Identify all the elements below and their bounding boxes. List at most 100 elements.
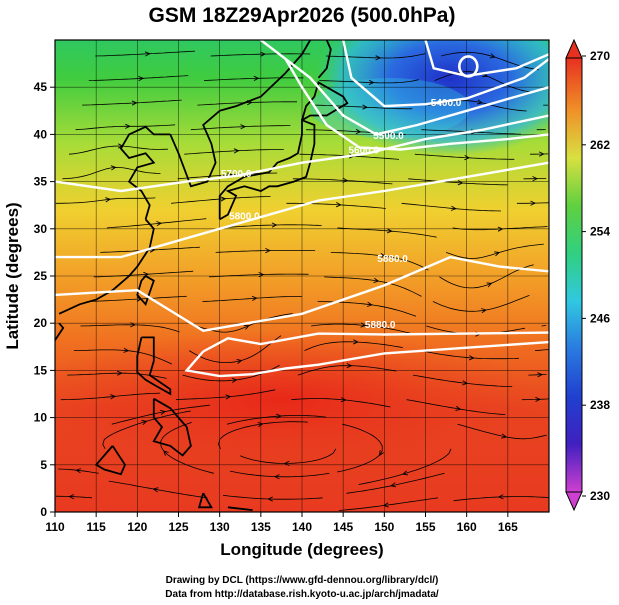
height-contour (184, 340, 549, 378)
contour-label: 5400.0 (431, 98, 462, 109)
streamline (82, 99, 182, 106)
streamline (432, 295, 530, 312)
height-contours (55, 40, 549, 378)
streamline-arrow (273, 474, 280, 480)
streamline-arrow (373, 277, 380, 284)
streamline-arrow (402, 470, 408, 476)
streamline (227, 415, 327, 425)
streamline (202, 296, 302, 302)
streamline (93, 270, 194, 278)
streamline-arrow (360, 322, 367, 328)
coastline (301, 81, 349, 121)
streamline-arrow (390, 482, 397, 488)
colorbar-max-arrow (565, 38, 583, 59)
streamline (60, 392, 161, 401)
colorbar-ticks: 270 262 254 246 238 230 (582, 49, 610, 503)
streamline-arrow (532, 176, 539, 182)
streamline (330, 252, 429, 271)
streamline (358, 448, 452, 485)
streamline-arrow (231, 377, 238, 383)
coastline (218, 118, 316, 221)
streamline (534, 349, 549, 351)
streamline (222, 224, 322, 229)
streamline-arrow (362, 104, 369, 110)
coastline (317, 40, 332, 79)
streamline-arrow (110, 394, 117, 400)
x-axis-ticks: 110 115 120 125 130 135 140 145 150 155 160 165 (45, 512, 518, 534)
height-contour (55, 255, 549, 333)
coastline (227, 506, 253, 511)
grid-lines (55, 40, 549, 512)
colorbar-scale (565, 57, 583, 493)
height-contour (260, 40, 549, 136)
streamline-arrow (386, 228, 393, 234)
x-axis-label: Longitude (degrees) (220, 540, 383, 559)
streamline (452, 226, 548, 231)
streamline (171, 196, 271, 204)
x-tick-label: 130 (210, 520, 230, 534)
streamline (88, 75, 189, 81)
streamline (521, 398, 549, 401)
colorbar-tick-label: 238 (590, 398, 610, 412)
streamline (87, 295, 187, 302)
chart-title: GSM 18Z29Apr2026 (500.0hPa) (149, 4, 456, 27)
x-tick-label: 145 (333, 520, 353, 534)
streamline-arrow (243, 324, 250, 330)
streamline-arrow (236, 358, 243, 364)
streamline-arrow (116, 370, 123, 376)
streamline-arrow (340, 397, 347, 403)
streamline-arrow (530, 200, 537, 206)
coastlines (55, 40, 435, 511)
contour-label: 5500.0 (373, 131, 404, 142)
height-contour (202, 331, 549, 353)
x-tick-label: 150 (374, 520, 394, 534)
streamline (419, 350, 519, 360)
streamline-arrow (366, 301, 373, 307)
streamline-arrow (476, 99, 483, 105)
streamline-arrow (260, 51, 266, 57)
streamline-arrow (160, 409, 167, 415)
streamline (108, 480, 208, 499)
streamline (427, 100, 527, 112)
credit-data: Data from http://database.rish.kyoto-u.a… (165, 589, 439, 600)
colorbar-tick-label: 270 (590, 49, 610, 63)
streamline (184, 149, 284, 155)
y-tick-label: 0 (40, 505, 47, 519)
streamline (55, 197, 156, 204)
contour-labels: 5880.0 5880.0 5800.0 5700.0 5600.0 5500.0 5400… (221, 98, 462, 331)
x-tick-label: 160 (457, 520, 477, 534)
streamline (80, 324, 180, 333)
streamline-arrow (251, 295, 258, 301)
streamline-arrow (368, 79, 375, 86)
streamline (68, 145, 168, 155)
streamline-arrow (535, 396, 541, 402)
streamline-arrow (152, 487, 159, 493)
streamline-arrow (144, 51, 151, 57)
streamline (100, 246, 200, 253)
streamline (346, 472, 445, 494)
streamline-arrow (537, 372, 544, 378)
coastline (219, 40, 311, 112)
streamline (95, 50, 195, 57)
streamline-arrow (494, 251, 501, 257)
y-tick-label: 45 (34, 80, 48, 94)
cold-region-edge (310, 78, 470, 138)
coastline (119, 125, 171, 220)
streamline-arrow (75, 468, 82, 474)
streamline (55, 495, 93, 499)
colorbar-tick-label: 230 (590, 489, 610, 503)
streamline-arrow (138, 75, 145, 82)
x-tick-label: 155 (415, 520, 435, 534)
coastline (197, 492, 213, 509)
streamline (75, 124, 176, 131)
streamline (439, 264, 534, 289)
coastline (169, 110, 221, 188)
streamline-arrow (450, 205, 457, 211)
streamline-arrow (125, 123, 131, 129)
y-tick-label: 10 (34, 411, 48, 425)
streamline-arrow (267, 496, 273, 502)
streamline (457, 423, 547, 440)
streamline (160, 422, 214, 474)
coastline (58, 218, 155, 315)
streamline-arrow (131, 100, 138, 106)
